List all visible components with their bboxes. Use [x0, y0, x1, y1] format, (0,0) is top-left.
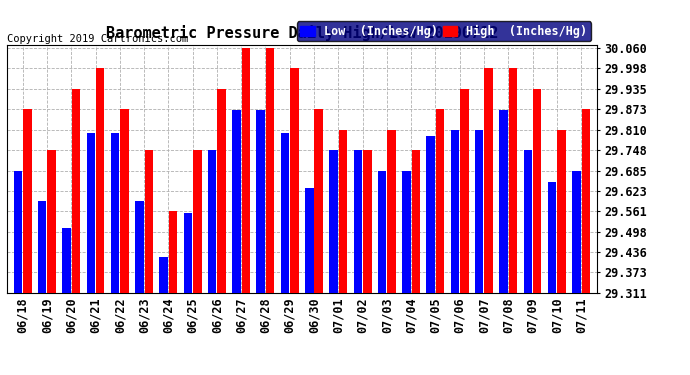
Bar [412, 150, 420, 292]
Bar [14, 171, 22, 292]
Bar [241, 48, 250, 292]
Bar [208, 150, 217, 292]
Bar [48, 150, 56, 292]
Bar [387, 130, 396, 292]
Bar [257, 110, 265, 292]
Bar [475, 130, 484, 292]
Bar [582, 109, 590, 292]
Bar [524, 150, 532, 292]
Bar [533, 89, 542, 292]
Bar [509, 69, 518, 292]
Bar [62, 228, 71, 292]
Bar [193, 150, 201, 292]
Bar [217, 89, 226, 292]
Bar [451, 130, 460, 292]
Bar [363, 150, 371, 292]
Title: Barometric Pressure Daily High/Low 20190712: Barometric Pressure Daily High/Low 20190… [106, 25, 498, 41]
Bar [460, 89, 469, 292]
Bar [315, 109, 323, 292]
Bar [558, 130, 566, 292]
Bar [548, 182, 556, 292]
Bar [378, 171, 386, 292]
Bar [72, 89, 80, 292]
Bar [339, 130, 347, 292]
Bar [169, 211, 177, 292]
Bar [329, 150, 338, 292]
Legend: Low  (Inches/Hg), High  (Inches/Hg): Low (Inches/Hg), High (Inches/Hg) [297, 21, 591, 41]
Bar [23, 109, 32, 292]
Bar [290, 69, 299, 292]
Bar [484, 69, 493, 292]
Bar [135, 201, 144, 292]
Bar [436, 109, 444, 292]
Bar [86, 133, 95, 292]
Bar [145, 150, 153, 292]
Bar [426, 136, 435, 292]
Bar [402, 171, 411, 292]
Bar [184, 213, 192, 292]
Bar [38, 201, 46, 292]
Bar [120, 109, 129, 292]
Bar [305, 189, 313, 292]
Bar [233, 110, 241, 292]
Text: Copyright 2019 Cartronics.com: Copyright 2019 Cartronics.com [7, 34, 188, 44]
Bar [266, 48, 275, 292]
Bar [572, 171, 580, 292]
Bar [281, 133, 289, 292]
Bar [96, 69, 104, 292]
Bar [500, 110, 508, 292]
Bar [159, 257, 168, 292]
Bar [353, 150, 362, 292]
Bar [111, 133, 119, 292]
